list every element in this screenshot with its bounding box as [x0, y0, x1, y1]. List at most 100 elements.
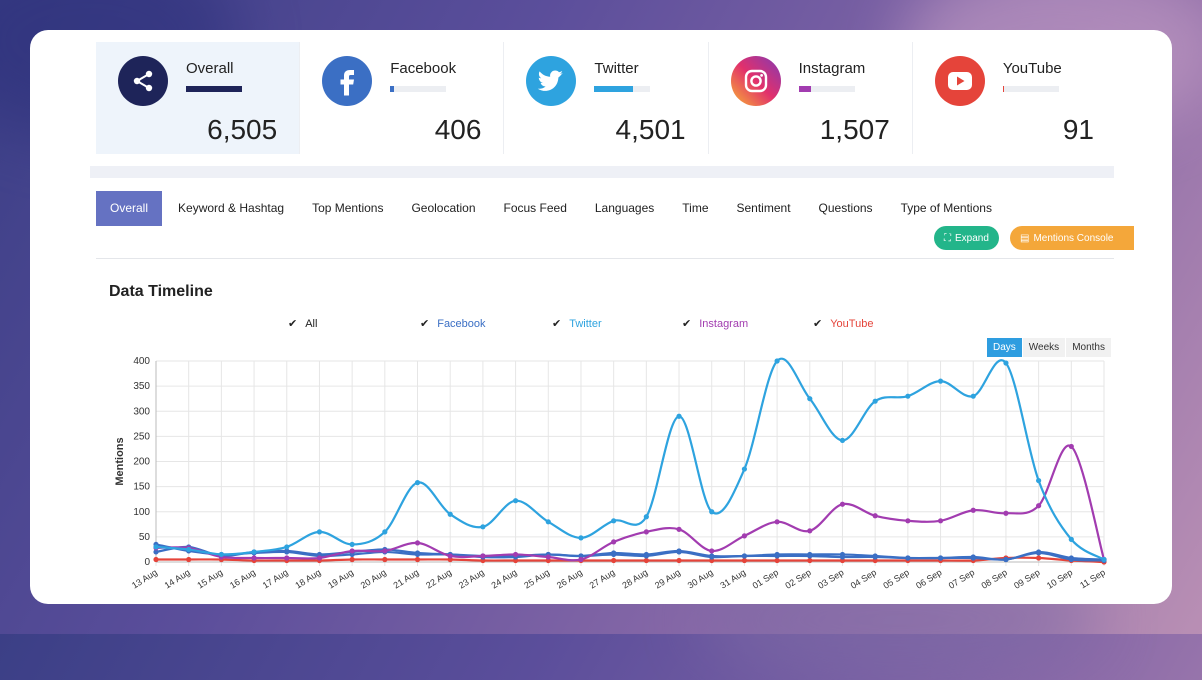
x-tick-label: 11 Sep: [1078, 567, 1107, 590]
data-point-instagram: [284, 555, 290, 561]
stat-progress: [186, 86, 242, 92]
data-point-youtube: [349, 556, 355, 563]
data-point-twitter: [839, 437, 846, 443]
tab-overall[interactable]: Overall: [96, 191, 163, 226]
tab-top-mentions[interactable]: Top Mentions: [312, 201, 384, 215]
check-icon: ✔: [813, 318, 823, 330]
x-tick-label: 02 Sep: [783, 567, 812, 591]
legend-instagram[interactable]: ✔ Instagram: [682, 317, 748, 331]
data-point-instagram: [251, 555, 257, 561]
data-point-instagram: [512, 551, 519, 558]
tab-keyword-hashtag[interactable]: Keyword & Hashtag: [178, 201, 285, 215]
y-tick-label: 400: [133, 356, 150, 367]
data-point-instagram: [447, 553, 453, 559]
stat-progress-fill: [390, 86, 394, 92]
range-days-button[interactable]: Days: [987, 338, 1022, 357]
data-point-youtube: [382, 556, 388, 563]
x-tick-label: 27 Aug: [588, 567, 617, 590]
stat-name: Instagram: [798, 60, 866, 77]
tab-focus-feed[interactable]: Focus Feed: [503, 201, 567, 215]
data-point-instagram: [643, 529, 649, 535]
x-tick-label: 19 Aug: [326, 567, 355, 590]
timeline-chart: 0 50 100 150 200 250 300 350 400 13 Aug 14 Aug 15 A…: [114, 356, 1107, 591]
y-tick-label: 350: [133, 381, 150, 392]
x-tick-label: 08 Sep: [979, 567, 1008, 591]
legend-youtube[interactable]: ✔ YouTube: [813, 317, 874, 331]
data-point-instagram: [382, 548, 388, 554]
x-tick-label: 17 Aug: [261, 567, 290, 590]
series-line-twitter: [155, 357, 1105, 561]
x-tick-label: 24 Aug: [490, 567, 519, 590]
data-point-twitter: [218, 551, 224, 558]
data-point-youtube: [807, 557, 813, 564]
range-weeks-button[interactable]: Weeks: [1022, 338, 1066, 357]
data-point-facebook: [676, 549, 682, 555]
legend-label: Twitter: [569, 317, 602, 330]
data-point-instagram: [970, 507, 976, 513]
tab-languages[interactable]: Languages: [594, 201, 655, 215]
facebook-icon: [322, 56, 373, 106]
data-point-twitter: [349, 541, 355, 548]
stat-youtube[interactable]: YouTube 91: [913, 42, 1116, 154]
stat-twitter[interactable]: Twitter 4,501: [504, 42, 709, 154]
stat-progress: [390, 86, 447, 92]
expand-button[interactable]: ⛶ Expand: [934, 226, 999, 250]
legend-facebook[interactable]: ✔ Facebook: [420, 317, 486, 331]
data-point-twitter: [741, 466, 748, 472]
x-tick-label: 14 Aug: [163, 567, 192, 590]
data-point-twitter: [316, 529, 323, 535]
tab-sentiment[interactable]: Sentiment: [736, 201, 791, 215]
tab-geolocation[interactable]: Geolocation: [411, 201, 476, 215]
console-label: Mentions Console: [1033, 232, 1114, 244]
x-tick-label: 09 Sep: [1012, 567, 1041, 591]
stat-count: 1,507: [819, 114, 890, 145]
data-point-youtube: [186, 556, 192, 563]
x-tick-label: 05 Sep: [881, 567, 910, 591]
data-point-twitter: [872, 398, 878, 404]
data-point-instagram: [1036, 503, 1042, 509]
data-point-twitter: [153, 544, 159, 550]
data-point-twitter: [382, 529, 388, 535]
stat-name: YouTube: [1002, 60, 1062, 77]
stat-progress-fill: [594, 86, 634, 92]
data-point-twitter: [480, 524, 486, 530]
data-point-twitter: [807, 396, 813, 402]
data-point-twitter: [1068, 536, 1074, 542]
data-point-twitter: [186, 546, 192, 553]
data-point-youtube: [774, 557, 780, 564]
data-point-youtube: [153, 556, 159, 563]
data-point-twitter: [1003, 360, 1009, 366]
data-point-facebook: [284, 549, 290, 555]
series-line-facebook: [155, 543, 1105, 562]
data-point-facebook: [709, 554, 715, 560]
stat-count: 4,501: [615, 114, 686, 145]
data-point-facebook: [414, 551, 421, 558]
stat-instagram[interactable]: Instagram 1,507: [709, 42, 913, 154]
stat-facebook[interactable]: Facebook 406: [300, 42, 505, 154]
tab-questions[interactable]: Questions: [818, 201, 873, 215]
y-tick-label: 50: [139, 532, 151, 543]
dashboard-card: Overall 6,505 Facebook 406 Twitter: [30, 30, 1172, 604]
youtube-icon: [934, 56, 985, 106]
legend-twitter[interactable]: ✔ Twitter: [552, 317, 602, 331]
legend-all[interactable]: ✔ All: [288, 317, 318, 331]
data-point-facebook: [937, 555, 944, 561]
legend-label: All: [305, 317, 318, 330]
tab-time[interactable]: Time: [682, 201, 709, 215]
expand-label: Expand: [955, 232, 989, 244]
data-point-twitter: [1101, 556, 1107, 563]
x-tick-label: 10 Sep: [1045, 567, 1074, 591]
data-point-twitter: [578, 535, 584, 541]
legend-label: YouTube: [830, 317, 874, 330]
tab-type-of-mentions[interactable]: Type of Mentions: [900, 201, 992, 215]
x-tick-label: 01 Sep: [751, 567, 780, 591]
data-point-instagram: [578, 556, 584, 563]
data-point-twitter: [251, 549, 257, 555]
data-point-instagram: [839, 501, 846, 507]
data-point-facebook: [774, 553, 780, 559]
mentions-console-button[interactable]: ▤ Mentions Console: [1010, 226, 1134, 250]
data-point-twitter: [676, 413, 682, 419]
data-point-instagram: [611, 539, 617, 545]
stat-overall[interactable]: Overall 6,505: [96, 42, 301, 154]
range-months-button[interactable]: Months: [1066, 338, 1111, 357]
